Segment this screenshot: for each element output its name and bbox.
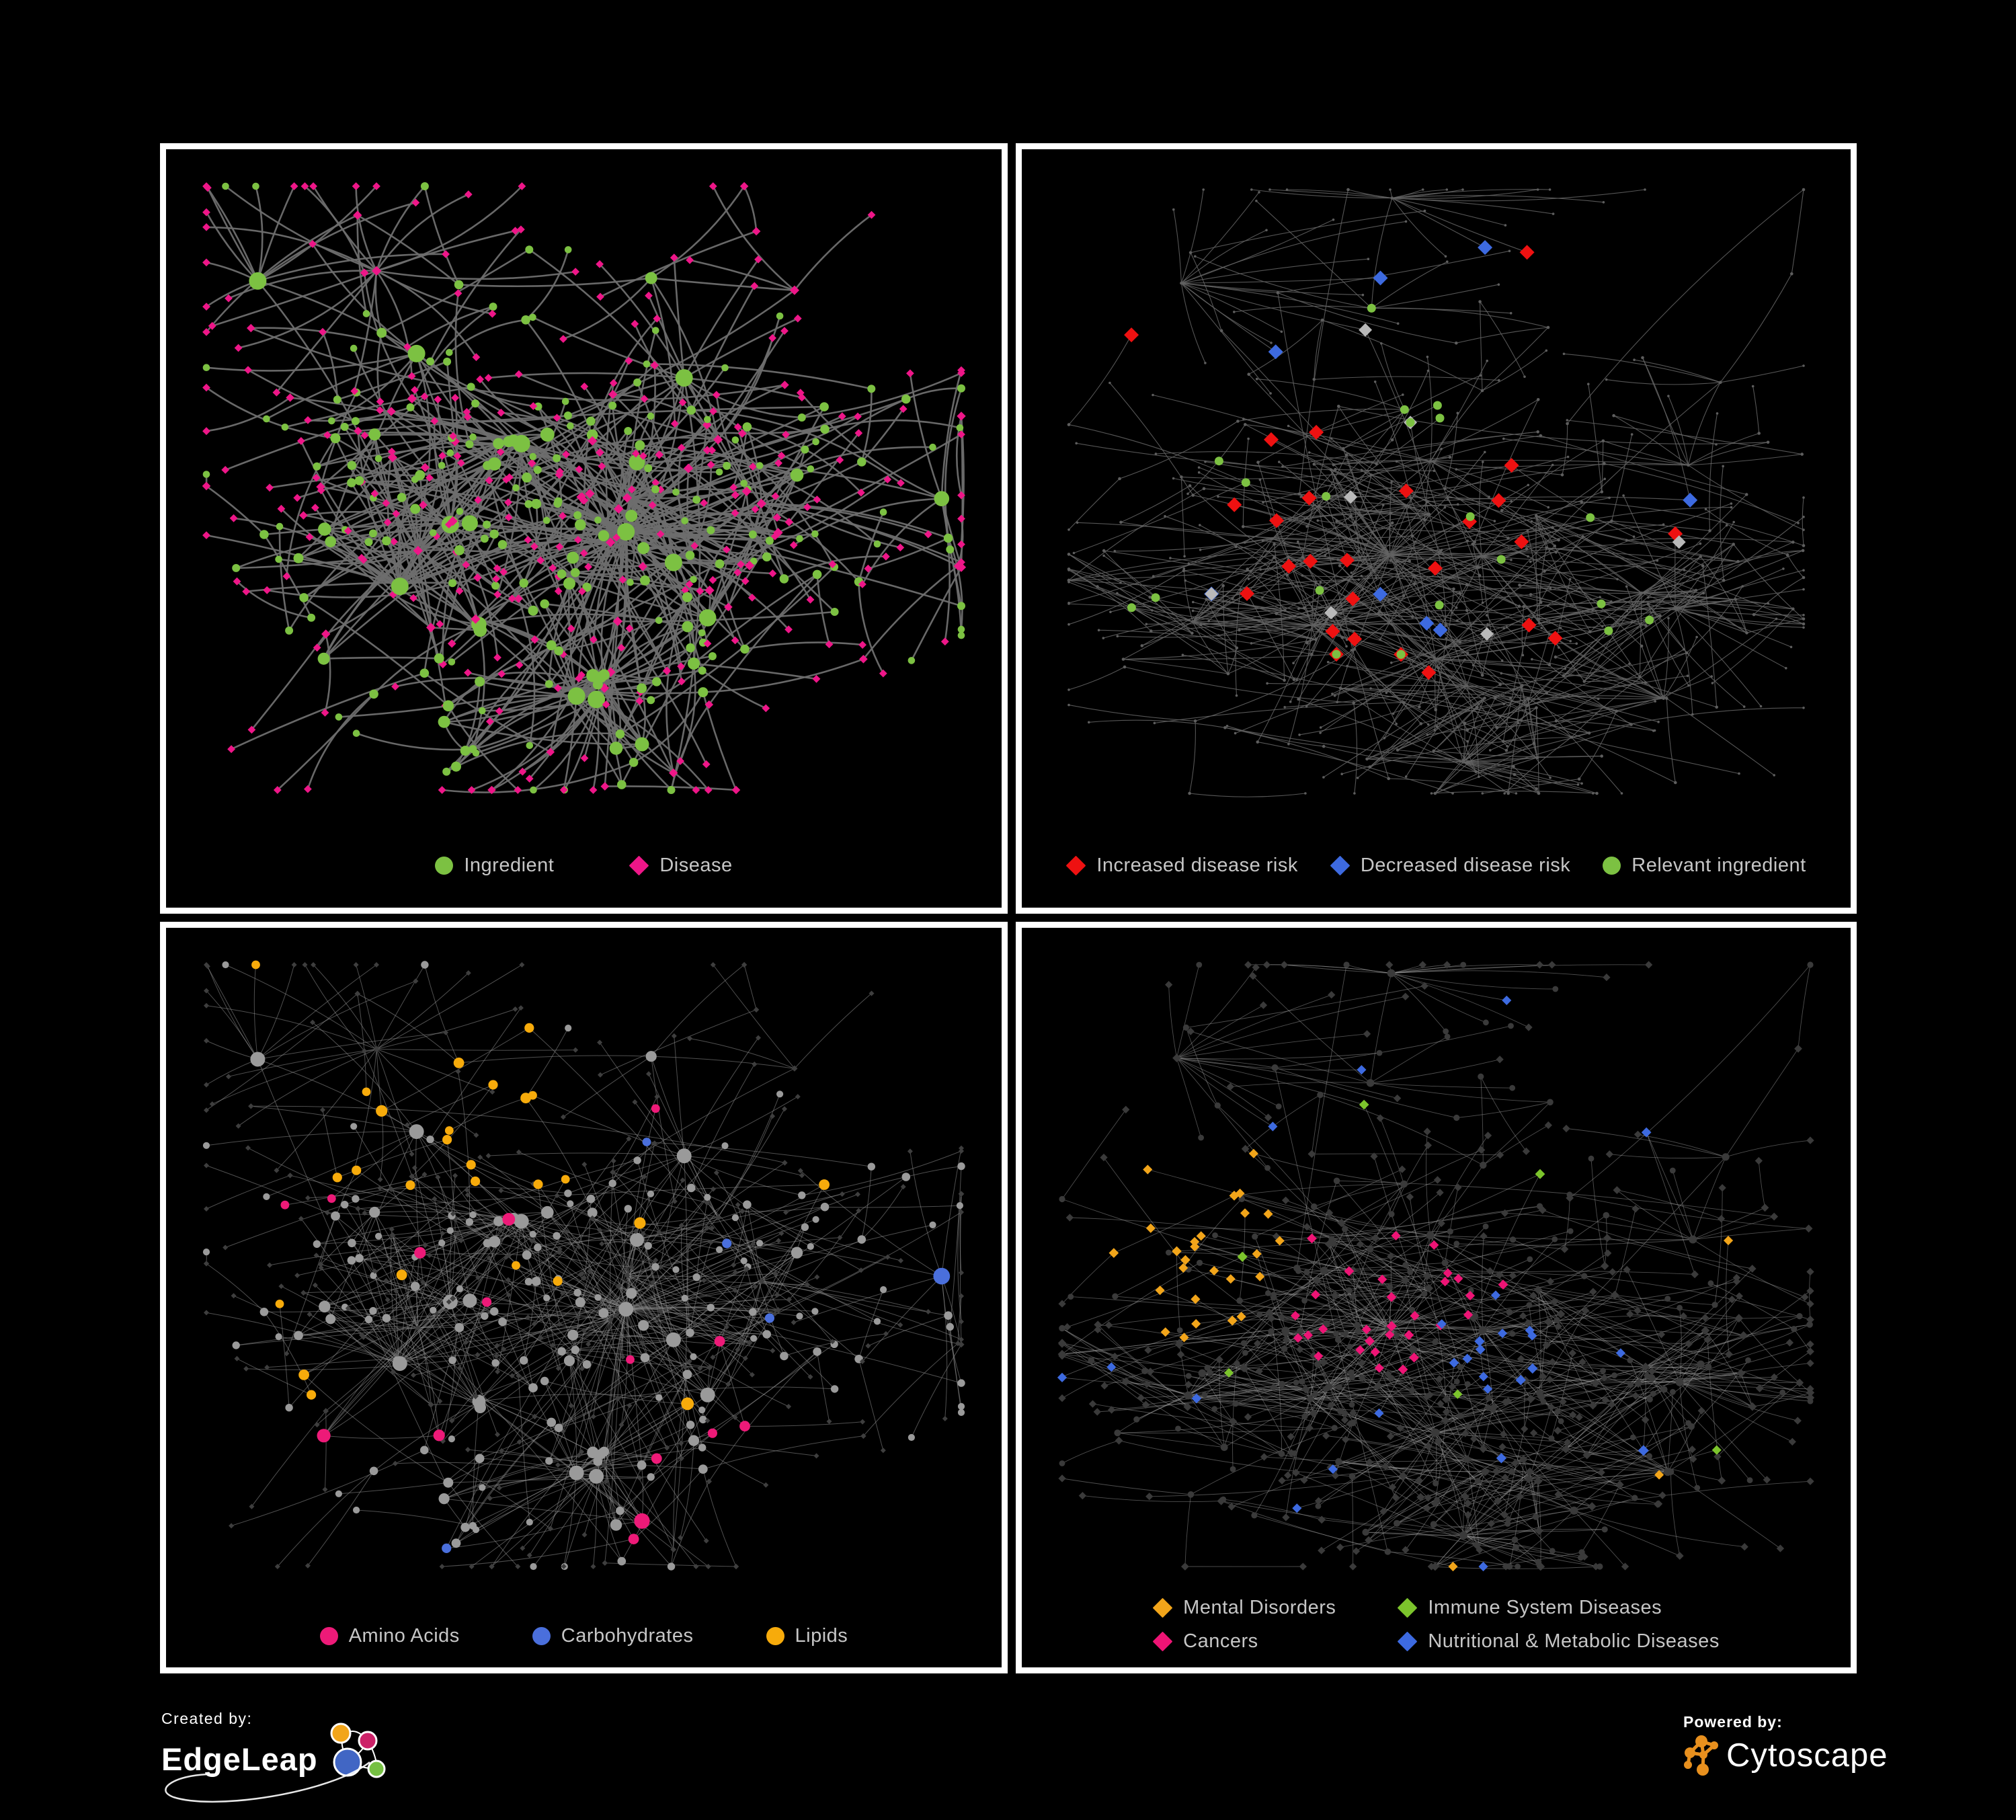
edgeleap-credit: Created by: EdgeLeap — [161, 1710, 403, 1811]
ingredient-marker-icon — [435, 857, 454, 875]
carbohydrates-marker-icon — [532, 1627, 551, 1645]
relevant-ingredient-marker-icon — [1603, 857, 1621, 875]
legend-label: Cancers — [1183, 1630, 1258, 1652]
legend-label: Nutritional & Metabolic Diseases — [1428, 1630, 1720, 1652]
panel-nutrient-classes: Amino Acids Carbohydrates Lipids — [160, 922, 1008, 1673]
legend: Amino Acids Carbohydrates Lipids — [166, 1625, 1002, 1647]
legend-item: Cancers — [1152, 1630, 1258, 1653]
legend-item: Mental Disorders — [1152, 1597, 1336, 1619]
legend-label: Relevant ingredient — [1631, 855, 1806, 876]
legend-item: Nutritional & Metabolic Diseases — [1398, 1630, 1719, 1653]
panel-disease-risk: Increased disease risk Decreased disease… — [1016, 143, 1857, 914]
increased-risk-marker-icon — [1065, 855, 1086, 876]
disease-risk-graph — [1067, 188, 1806, 797]
legend-item: Lipids — [766, 1625, 848, 1647]
legend-label: Immune System Diseases — [1428, 1597, 1662, 1618]
cancers-marker-icon — [1152, 1631, 1173, 1652]
nutrient-class-graph — [202, 960, 965, 1571]
legend-item: Decreased disease risk — [1330, 855, 1570, 877]
legend-label: Carbohydrates — [561, 1625, 694, 1647]
legend-label: Lipids — [795, 1625, 848, 1647]
legend-item: Carbohydrates — [532, 1625, 694, 1647]
immune-diseases-marker-icon — [1398, 1597, 1418, 1618]
created-by-label: Created by: — [161, 1710, 253, 1727]
amino-acids-marker-icon — [319, 1627, 338, 1645]
legend-label: Disease — [659, 855, 733, 876]
legend: Mental Disorders Immune System Diseases … — [1022, 1597, 1851, 1653]
legend-item: Immune System Diseases — [1398, 1597, 1662, 1619]
legend-item: Amino Acids — [319, 1625, 460, 1647]
disease-class-graph — [1057, 961, 1815, 1572]
legend-label: Increased disease risk — [1096, 855, 1298, 876]
legend: Increased disease risk Decreased disease… — [1022, 855, 1851, 877]
legend-label: Decreased disease risk — [1360, 855, 1571, 876]
legend-item: Ingredient — [435, 855, 554, 877]
edgeleap-wordmark: EdgeLeap — [161, 1741, 318, 1778]
edgeleap-logo-icon — [330, 1723, 386, 1778]
legend-label: Mental Disorders — [1183, 1597, 1336, 1618]
cytoscape-credit: Powered by: Cytoscape — [1683, 1713, 1888, 1777]
legend: Ingredient Disease — [166, 855, 1002, 877]
lipids-marker-icon — [766, 1627, 784, 1645]
ingredient-disease-graph — [202, 182, 967, 795]
disease-marker-icon — [629, 855, 649, 876]
legend-label: Amino Acids — [348, 1625, 460, 1647]
nutritional-metabolic-marker-icon — [1398, 1631, 1418, 1652]
legend-item: Relevant ingredient — [1603, 855, 1806, 877]
panel-disease-classes: Mental Disorders Immune System Diseases … — [1016, 922, 1857, 1673]
legend-item: Disease — [629, 855, 732, 877]
legend-item: Increased disease risk — [1065, 855, 1298, 877]
cytoscape-logo-icon — [1684, 1735, 1718, 1776]
decreased-risk-marker-icon — [1330, 855, 1350, 876]
mental-disorders-marker-icon — [1152, 1597, 1173, 1618]
powered-by-label: Powered by: — [1683, 1713, 1783, 1731]
panel-ingredient-disease: Ingredient Disease — [160, 143, 1008, 914]
legend-label: Ingredient — [464, 855, 555, 876]
cytoscape-wordmark: Cytoscape — [1726, 1737, 1888, 1774]
